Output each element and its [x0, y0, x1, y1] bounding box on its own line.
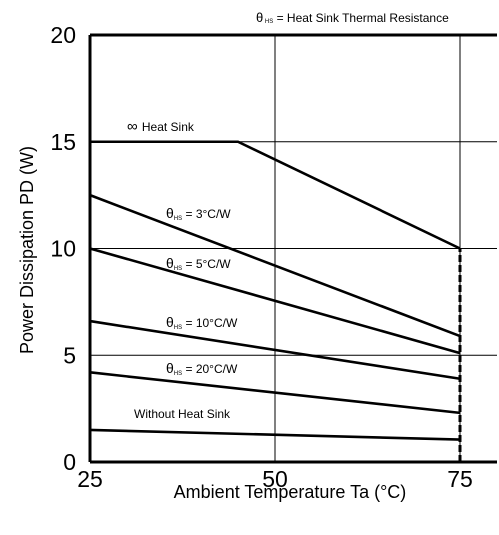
series-label-3: θHS = 5°C/W	[166, 255, 231, 272]
legend-note: θ HS = Heat Sink Thermal Resistance	[256, 10, 449, 25]
y-tick-label: 15	[50, 129, 76, 155]
series-label-2: θHS = 3°C/W	[166, 205, 231, 222]
label-layer: 0 5 10 15 20 25 50 75 ∞ Heat Sink θHS = 3°C/W θHS …	[50, 10, 472, 492]
series-label-6: Without Heat Sink	[134, 407, 231, 421]
x-axis-title: Ambient Temperature Ta (°C)	[174, 482, 407, 502]
series-label-1: ∞ Heat Sink	[127, 118, 195, 135]
series-line-6	[89, 428, 461, 441]
y-tick-label: 20	[50, 22, 76, 48]
series-layer	[89, 140, 462, 462]
series-line-1	[90, 140, 461, 250]
x-tick-label: 25	[77, 466, 103, 492]
series-line-4	[89, 319, 461, 381]
series-line-3	[89, 247, 461, 355]
y-tick-label: 5	[63, 342, 76, 368]
series-line-5	[89, 371, 461, 415]
y-axis-title: Power Dissipation PD (W)	[17, 146, 37, 354]
y-tick-label: 10	[50, 236, 76, 262]
x-tick-label: 50	[262, 466, 288, 492]
x-tick-label: 75	[447, 466, 473, 492]
series-line-2	[89, 193, 461, 338]
series-label-5: θHS = 20°C/W	[166, 360, 238, 377]
series-label-4: θHS = 10°C/W	[166, 314, 238, 331]
y-tick-label: 0	[63, 449, 76, 475]
